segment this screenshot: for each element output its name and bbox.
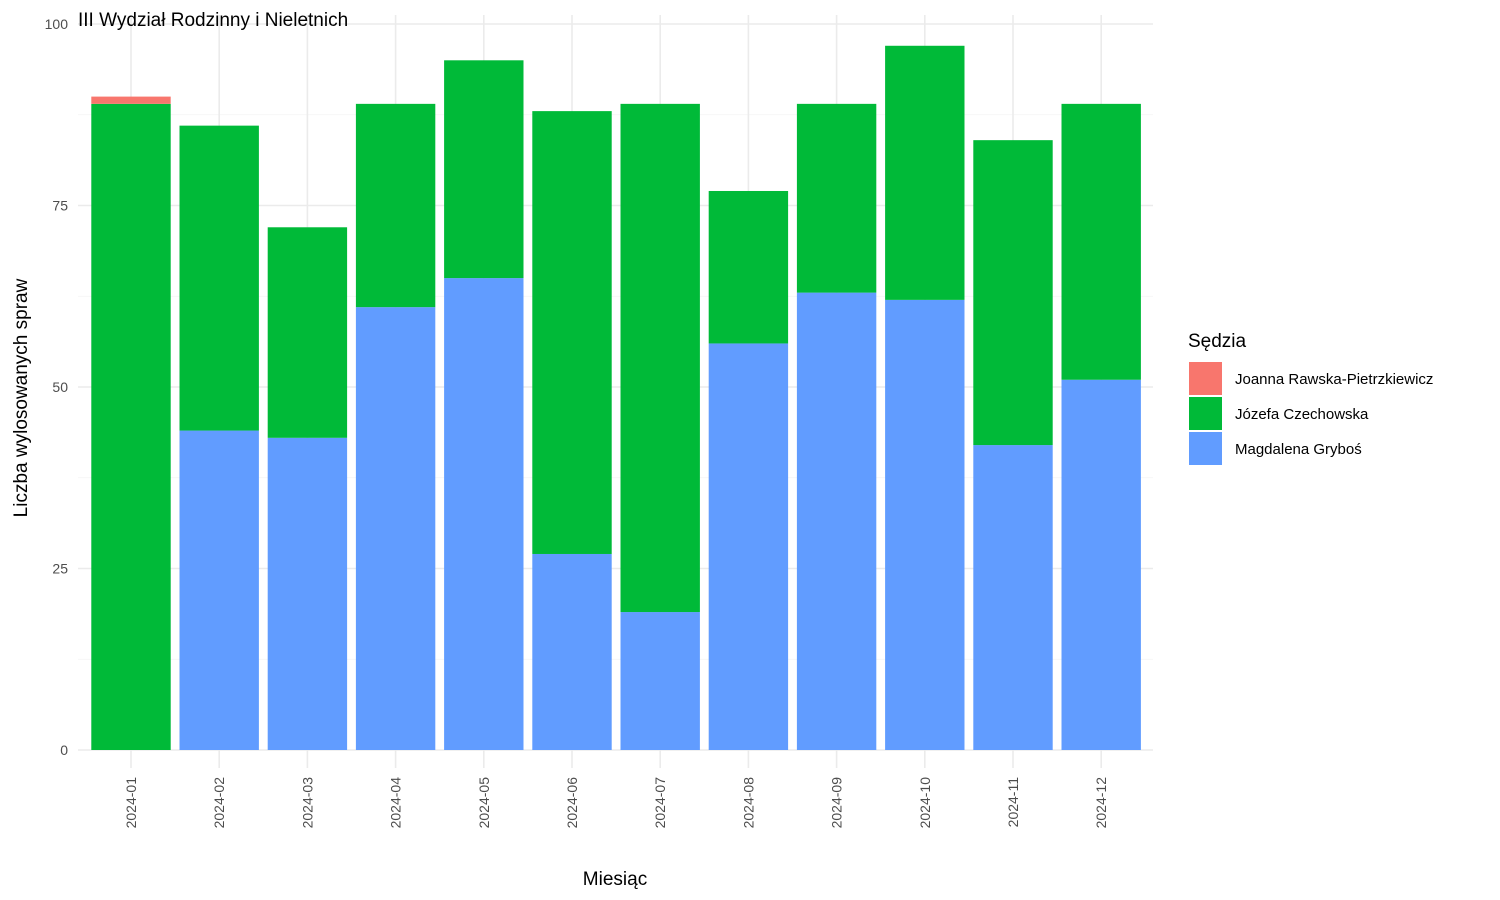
bar-segment-2024-03-2	[267, 227, 348, 438]
y-tick-label: 25	[52, 561, 68, 577]
y-axis-title: Liczba wylosowanych spraw	[11, 278, 32, 517]
x-tick-label: 2024-10	[917, 777, 933, 829]
x-tick-label: 2024-09	[829, 777, 845, 829]
bar-segment-2024-12-2	[1061, 103, 1141, 380]
x-tick-label: 2024-03	[299, 777, 315, 829]
x-axis-title: Miesiąc	[583, 869, 647, 890]
bar-segment-2024-05-3	[444, 278, 524, 750]
bar-segment-2024-12-3	[1061, 379, 1141, 750]
y-tick-label: 75	[52, 198, 68, 214]
bar-segment-2024-10-3	[885, 299, 965, 750]
bar-segment-2024-03-3	[267, 437, 348, 750]
x-tick-label: 2024-01	[123, 777, 139, 829]
bar-segment-2024-11-2	[973, 140, 1053, 446]
x-tick-label: 2024-11	[1005, 777, 1021, 828]
x-tick-label: 2024-08	[740, 777, 756, 829]
chart-title: III Wydział Rodzinny i Nieletnich	[78, 10, 348, 31]
bar-segment-2024-11-3	[973, 445, 1053, 750]
y-tick-label: 50	[52, 379, 68, 395]
bar-segment-2024-02-2	[179, 125, 259, 431]
bar-segment-2024-04-2	[355, 103, 436, 308]
bar-segment-2024-09-3	[796, 292, 877, 750]
legend-items: Joanna Rawska-Pietrzkiewicz Józefa Czecho…	[1189, 362, 1433, 465]
legend-swatch	[1189, 397, 1222, 430]
bar-segment-2024-06-2	[532, 111, 612, 554]
legend: Sędzia Joanna Rawska-Pietrzkiewicz Józefa…	[1188, 331, 1433, 465]
bar-segment-2024-02-3	[179, 430, 259, 750]
bar-segment-2024-05-2	[444, 60, 524, 279]
x-tick-label: 2024-04	[388, 777, 404, 829]
bar-segment-2024-04-3	[355, 307, 436, 750]
bar-segment-2024-08-3	[708, 343, 789, 750]
y-axis-ticks: 0 25 50 75 100	[45, 16, 69, 758]
bar-segment-2024-08-2	[708, 190, 789, 344]
legend-swatch	[1189, 362, 1222, 395]
bars	[91, 45, 1141, 751]
legend-label: Joanna Rawska-Pietrzkiewicz	[1235, 371, 1433, 388]
legend-title: Sędzia	[1188, 331, 1247, 352]
bar-segment-2024-06-3	[532, 553, 612, 750]
legend-label: Józefa Czechowska	[1235, 406, 1369, 423]
x-tick-label: 2024-05	[476, 777, 492, 829]
bar-segment-2024-09-2	[796, 103, 877, 293]
x-tick-label: 2024-12	[1093, 777, 1109, 829]
x-tick-label: 2024-06	[564, 777, 580, 829]
bar-segment-2024-10-2	[885, 45, 965, 300]
bar-segment-2024-07-3	[620, 612, 700, 750]
y-tick-label: 100	[45, 16, 69, 32]
bar-segment-2024-01-1	[91, 96, 171, 104]
x-tick-label: 2024-07	[652, 777, 668, 829]
x-tick-label: 2024-02	[211, 777, 227, 829]
bar-segment-2024-07-2	[620, 103, 700, 613]
x-axis-ticks: 2024-01 2024-02 2024-03 2024-04 2024-05 2024-…	[123, 777, 1109, 829]
legend-label: Magdalena Gryboś	[1235, 441, 1362, 458]
y-tick-label: 0	[60, 742, 68, 758]
legend-swatch	[1189, 432, 1222, 465]
bar-segment-2024-01-2	[91, 103, 171, 751]
